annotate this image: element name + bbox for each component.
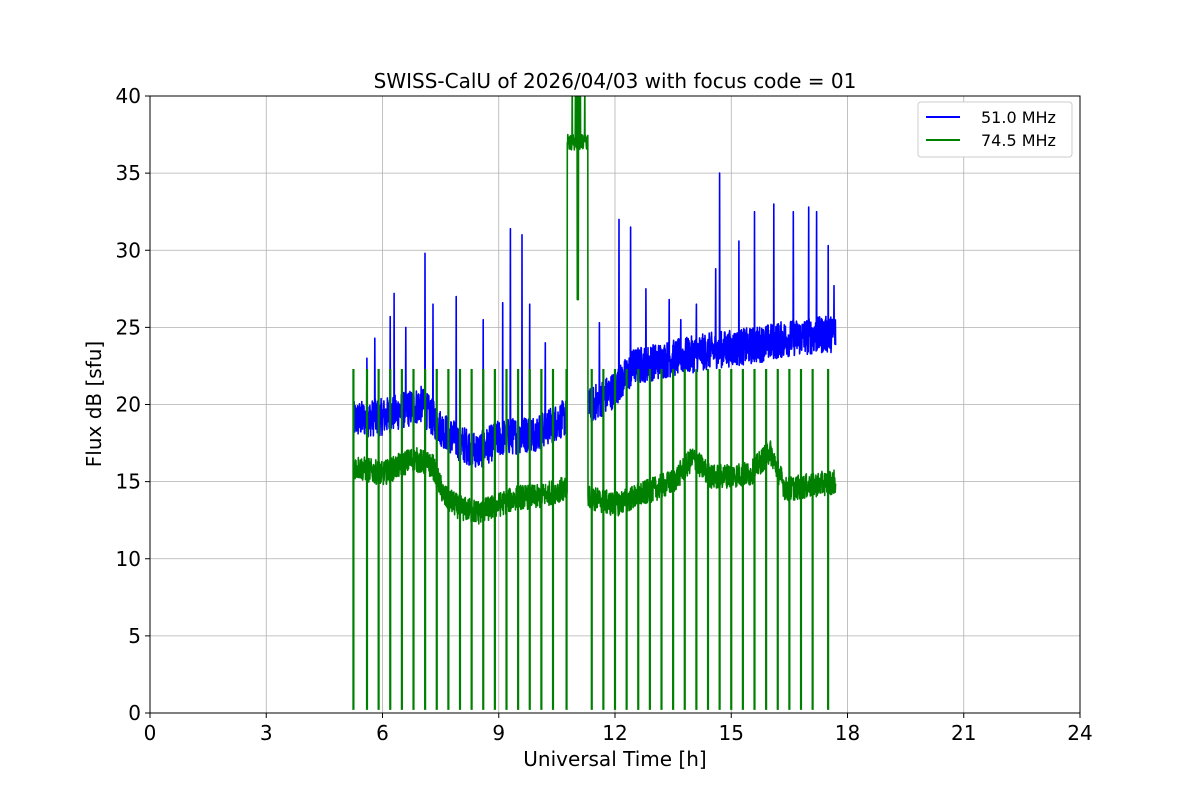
y-tick-label: 0 <box>128 701 141 725</box>
x-tick-label: 12 <box>602 721 627 745</box>
x-tick-label: 18 <box>835 721 860 745</box>
y-tick-label: 25 <box>116 315 141 339</box>
x-tick-label: 0 <box>144 721 157 745</box>
y-tick-label: 40 <box>116 84 141 108</box>
legend-label-51mhz: 51.0 MHz <box>981 108 1056 127</box>
legend-box <box>917 101 1073 158</box>
y-tick-label: 15 <box>116 470 141 494</box>
x-tick-label: 3 <box>260 721 273 745</box>
chart-title: SWISS-CalU of 2026/04/03 with focus code… <box>374 69 857 93</box>
x-axis-label: Universal Time [h] <box>523 747 706 771</box>
legend: 51.0 MHz 74.5 MHz <box>917 101 1073 158</box>
x-tick-label: 21 <box>951 721 976 745</box>
ticks: 0 3 6 9 12 15 18 21 24 0 5 10 15 20 25 30 35 40 <box>116 84 1093 745</box>
x-tick-label: 9 <box>492 721 505 745</box>
y-tick-label: 5 <box>128 624 141 648</box>
series-layer <box>352 96 837 710</box>
y-tick-label: 10 <box>116 547 141 571</box>
x-tick-label: 24 <box>1067 721 1092 745</box>
x-tick-label: 15 <box>719 721 744 745</box>
x-tick-label: 6 <box>376 721 389 745</box>
y-tick-label: 35 <box>116 161 141 185</box>
y-axis-label: Flux dB [sfu] <box>82 341 106 467</box>
y-tick-label: 30 <box>116 238 141 262</box>
legend-label-74mhz: 74.5 MHz <box>981 131 1056 150</box>
y-tick-label: 20 <box>116 393 141 417</box>
